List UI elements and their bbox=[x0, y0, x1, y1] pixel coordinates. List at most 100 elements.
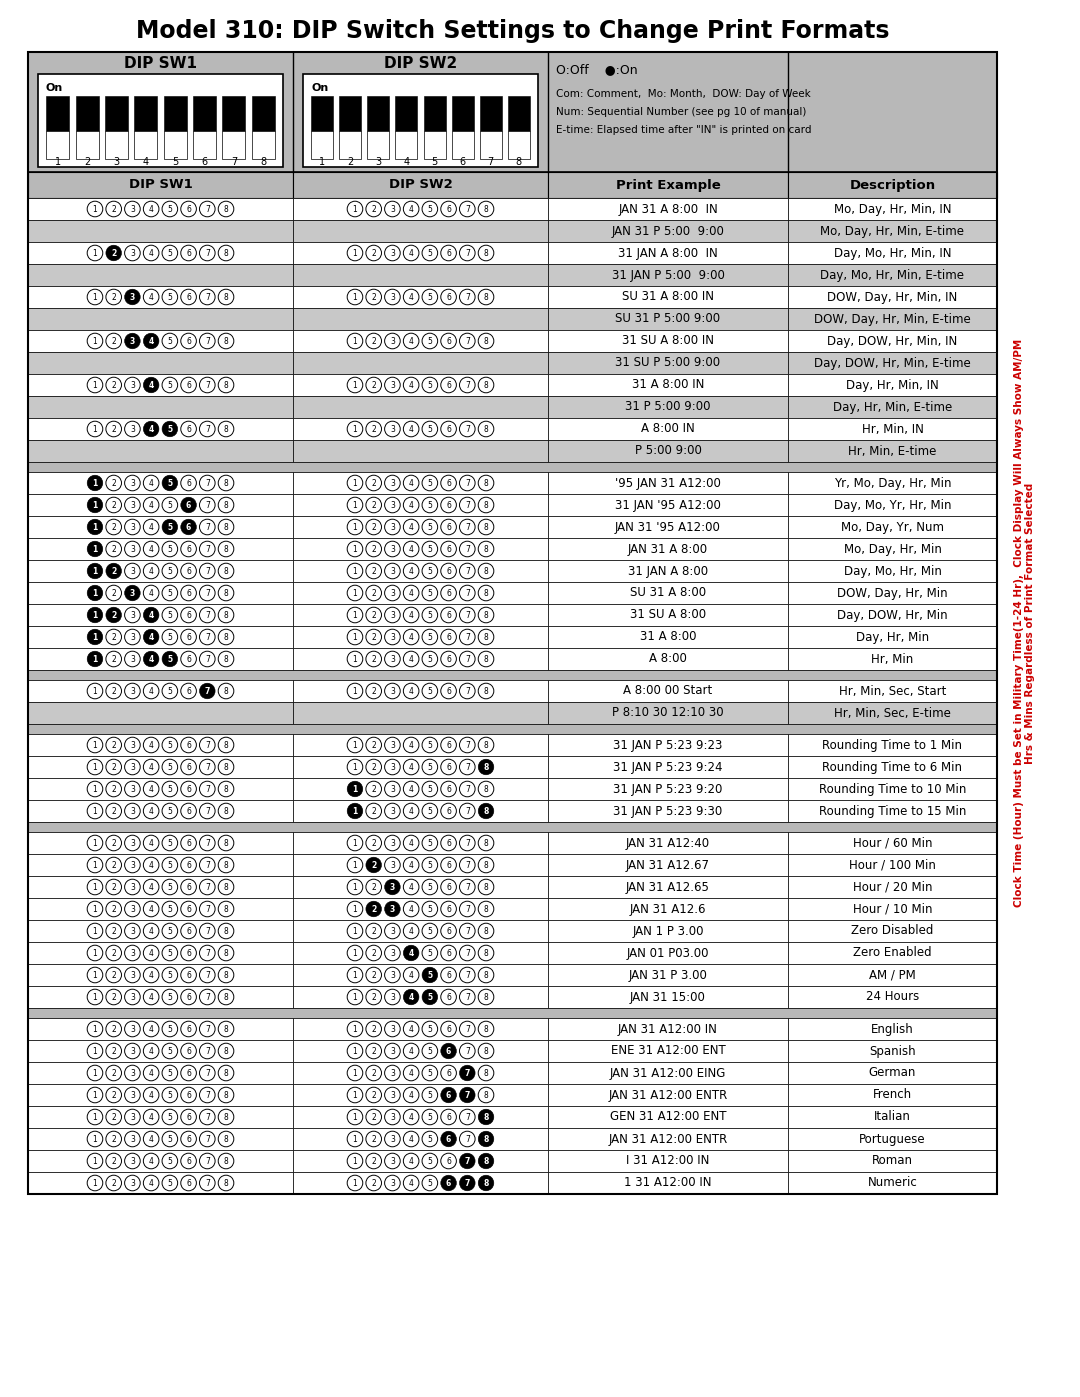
Bar bbox=[28, 1009, 997, 1018]
Circle shape bbox=[403, 1065, 419, 1081]
Circle shape bbox=[87, 923, 103, 939]
Circle shape bbox=[218, 683, 233, 698]
Text: 8: 8 bbox=[484, 249, 488, 257]
Bar bbox=[28, 898, 293, 921]
Circle shape bbox=[180, 1175, 197, 1190]
Text: 1: 1 bbox=[93, 380, 97, 390]
Text: 8: 8 bbox=[484, 1134, 489, 1144]
Circle shape bbox=[218, 1087, 233, 1102]
Circle shape bbox=[218, 901, 233, 916]
Text: 4: 4 bbox=[149, 204, 153, 214]
Text: 31 JAN P 5:23 9:24: 31 JAN P 5:23 9:24 bbox=[613, 760, 723, 774]
Circle shape bbox=[384, 1153, 401, 1169]
Bar bbox=[293, 921, 548, 942]
Circle shape bbox=[384, 629, 401, 645]
Text: Rounding Time to 6 Min: Rounding Time to 6 Min bbox=[823, 760, 962, 774]
Text: 3: 3 bbox=[130, 545, 135, 553]
Text: 2: 2 bbox=[372, 926, 376, 936]
Bar bbox=[222, 96, 245, 131]
Circle shape bbox=[441, 1153, 457, 1169]
Text: 4: 4 bbox=[149, 500, 153, 510]
Text: ENE 31 A12:00 ENT: ENE 31 A12:00 ENT bbox=[610, 1045, 726, 1058]
Circle shape bbox=[144, 201, 159, 217]
Text: 5: 5 bbox=[167, 1112, 173, 1122]
Text: 1: 1 bbox=[93, 633, 97, 641]
Bar bbox=[293, 307, 548, 330]
Circle shape bbox=[200, 989, 215, 1004]
Circle shape bbox=[459, 1132, 475, 1147]
Text: 3: 3 bbox=[390, 785, 395, 793]
Text: 8: 8 bbox=[484, 971, 488, 979]
Bar bbox=[548, 680, 788, 703]
Circle shape bbox=[459, 923, 475, 939]
Circle shape bbox=[87, 422, 103, 437]
Text: 6: 6 bbox=[186, 806, 191, 816]
Circle shape bbox=[180, 803, 197, 819]
Circle shape bbox=[459, 781, 475, 796]
Text: 7: 7 bbox=[464, 610, 470, 619]
Text: 8: 8 bbox=[516, 156, 522, 168]
Text: 7: 7 bbox=[464, 204, 470, 214]
Circle shape bbox=[366, 651, 381, 666]
Text: 8: 8 bbox=[224, 610, 228, 619]
Text: 6: 6 bbox=[446, 567, 451, 576]
Text: 3: 3 bbox=[130, 204, 135, 214]
Text: 2: 2 bbox=[111, 610, 117, 619]
Text: 5: 5 bbox=[167, 838, 173, 848]
Text: 6: 6 bbox=[446, 1179, 451, 1187]
Text: 4: 4 bbox=[408, 806, 414, 816]
Bar bbox=[788, 648, 997, 671]
Bar bbox=[788, 800, 997, 821]
Text: 7: 7 bbox=[464, 1024, 470, 1034]
Bar bbox=[480, 131, 502, 159]
Circle shape bbox=[441, 1087, 457, 1102]
Circle shape bbox=[384, 879, 401, 895]
Bar bbox=[548, 942, 788, 964]
Circle shape bbox=[180, 858, 197, 873]
Text: 6: 6 bbox=[446, 1134, 451, 1144]
Circle shape bbox=[441, 858, 457, 873]
Bar bbox=[76, 131, 98, 159]
Text: 4: 4 bbox=[408, 249, 414, 257]
Text: 7: 7 bbox=[464, 861, 470, 869]
Text: 5: 5 bbox=[428, 1091, 432, 1099]
Bar bbox=[548, 395, 788, 418]
Bar bbox=[788, 374, 997, 395]
Text: 2: 2 bbox=[111, 588, 116, 598]
Circle shape bbox=[366, 683, 381, 698]
Text: DIP SW2: DIP SW2 bbox=[383, 56, 457, 71]
Circle shape bbox=[124, 803, 140, 819]
Circle shape bbox=[403, 541, 419, 557]
Text: 2: 2 bbox=[372, 1024, 376, 1034]
Text: 1: 1 bbox=[352, 740, 357, 750]
Text: JAN 31 P 3.00: JAN 31 P 3.00 bbox=[629, 968, 707, 982]
Circle shape bbox=[162, 651, 178, 666]
Circle shape bbox=[441, 201, 457, 217]
Text: 8: 8 bbox=[224, 861, 228, 869]
Text: JAN 31 A12.6: JAN 31 A12.6 bbox=[630, 902, 706, 915]
Circle shape bbox=[180, 651, 197, 666]
Circle shape bbox=[162, 901, 178, 916]
Circle shape bbox=[87, 683, 103, 698]
Text: 3: 3 bbox=[130, 633, 135, 641]
Circle shape bbox=[200, 608, 215, 623]
Circle shape bbox=[144, 475, 159, 490]
Circle shape bbox=[162, 497, 178, 513]
Bar bbox=[311, 96, 333, 131]
Text: 2: 2 bbox=[84, 156, 91, 168]
Text: 7: 7 bbox=[205, 1179, 210, 1187]
Text: 6: 6 bbox=[446, 806, 451, 816]
Circle shape bbox=[87, 1087, 103, 1102]
Circle shape bbox=[384, 377, 401, 393]
Circle shape bbox=[144, 563, 159, 578]
Circle shape bbox=[162, 946, 178, 961]
Bar bbox=[293, 515, 548, 538]
Circle shape bbox=[422, 1109, 437, 1125]
Text: P 5:00 9:00: P 5:00 9:00 bbox=[635, 444, 701, 457]
Text: 1: 1 bbox=[93, 1069, 97, 1077]
Text: 4: 4 bbox=[408, 992, 414, 1002]
Bar bbox=[548, 964, 788, 986]
Text: 8: 8 bbox=[224, 204, 228, 214]
Text: 6: 6 bbox=[186, 1112, 191, 1122]
Text: JAN 31 A12:00 EING: JAN 31 A12:00 EING bbox=[610, 1066, 726, 1080]
